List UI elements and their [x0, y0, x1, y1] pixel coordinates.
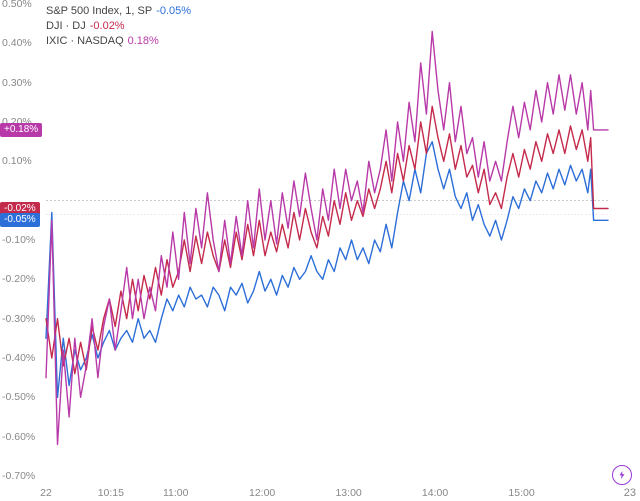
y-tick-label: 0.30% [0, 77, 32, 89]
comparison-chart: S&P 500 Index, 1, SP -0.05% DJI · DJ -0.… [0, 0, 640, 501]
y-tick-label: -0.30% [0, 313, 35, 325]
y-tick-label: -0.70% [0, 470, 35, 482]
x-tick-label: 13:00 [335, 487, 361, 499]
series-nasdaq[interactable] [46, 32, 608, 445]
price-badge: +0.18% [0, 123, 42, 137]
x-tick-label: 12:00 [249, 487, 275, 499]
legend-value: -0.05% [156, 4, 191, 19]
legend-row-sp500[interactable]: S&P 500 Index, 1, SP -0.05% [46, 4, 191, 19]
chart-svg[interactable] [0, 0, 640, 501]
series-dji[interactable] [46, 106, 608, 373]
x-label-right: 23 [624, 487, 636, 499]
legend-name: DJI · DJ [46, 19, 86, 34]
chart-legend: S&P 500 Index, 1, SP -0.05% DJI · DJ -0.… [46, 4, 191, 49]
x-tick-label: 11:00 [163, 487, 189, 499]
y-tick-label: -0.60% [0, 431, 35, 443]
x-tick-label: 10:15 [98, 487, 124, 499]
y-tick-label: 0.50% [0, 0, 32, 10]
legend-row-dji[interactable]: DJI · DJ -0.02% [46, 19, 191, 34]
legend-value: 0.18% [128, 34, 159, 49]
price-badge: -0.05% [0, 213, 40, 227]
legend-row-nasdaq[interactable]: IXIC · NASDAQ 0.18% [46, 34, 191, 49]
y-tick-label: -0.10% [0, 234, 35, 246]
x-tick-label: 15:00 [508, 487, 534, 499]
y-tick-label: 0.40% [0, 37, 32, 49]
x-tick-label: 22 [40, 487, 52, 499]
y-tick-label: -0.40% [0, 352, 35, 364]
legend-name: IXIC · NASDAQ [46, 34, 124, 49]
legend-name: S&P 500 Index, 1, SP [46, 4, 152, 19]
y-tick-label: -0.50% [0, 391, 35, 403]
go-to-latest-button[interactable] [612, 465, 632, 485]
lightning-icon [617, 470, 627, 480]
series-sp500[interactable] [46, 142, 608, 398]
y-tick-label: 0.10% [0, 155, 32, 167]
x-tick-label: 14:00 [422, 487, 448, 499]
legend-value: -0.02% [90, 19, 125, 34]
y-tick-label: -0.20% [0, 273, 35, 285]
